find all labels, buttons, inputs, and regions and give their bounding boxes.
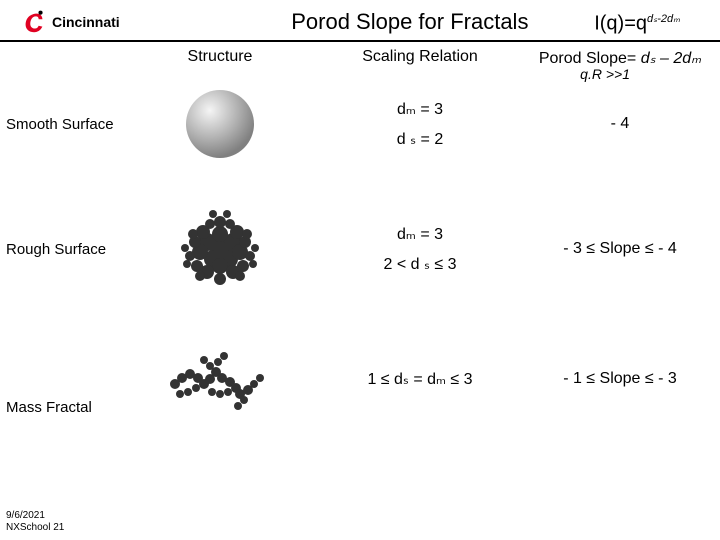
scale-smooth: dₘ = 3 d ₛ = 2 [320, 99, 520, 149]
smooth-dm: dₘ = 3 [320, 99, 520, 119]
rough-cluster-icon [165, 194, 275, 304]
slope-prefix: Porod Slope= [539, 50, 641, 67]
slide-header: Cincinnati Porod Slope for Fractals I(q)… [0, 0, 720, 36]
qr-condition: q.R >>1 [580, 66, 630, 82]
slope-rough: - 3 ≤ Slope ≤ - 4 [520, 240, 720, 258]
slope-fractal: - 1 ≤ Slope ≤ - 3 [520, 370, 720, 388]
structure-rough [120, 194, 320, 304]
col-slope: Porod Slope= dₛ – 2dₘ [520, 48, 720, 68]
university-logo: Cincinnati [20, 8, 120, 36]
scale-rough: dₘ = 3 2 < d ₛ ≤ 3 [320, 224, 520, 274]
sphere-icon [180, 84, 260, 164]
main-equation: I(q)=qdₛ-2dₘ [594, 12, 680, 36]
equation-base: I(q)=q [594, 13, 647, 35]
slide-footer: 9/6/2021 NXSchool 21 [6, 510, 64, 534]
rough-ds: 2 < d ₛ ≤ 3 [320, 254, 520, 274]
smooth-ds: d ₛ = 2 [320, 129, 520, 149]
slope-smooth: - 4 [520, 115, 720, 133]
label-smooth: Smooth Surface [0, 116, 120, 133]
label-rough: Rough Surface [0, 241, 120, 258]
col-scaling: Scaling Relation [320, 48, 520, 68]
footer-date: 9/6/2021 [6, 510, 64, 522]
col-structure: Structure [120, 48, 320, 68]
row-rough-surface: Rough Surface dₘ = 3 2 < d ₛ ≤ 3 - 3 ≤ S… [0, 194, 720, 304]
fractal-chain-icon [160, 334, 280, 424]
equation-exponent: dₛ-2dₘ [647, 13, 680, 25]
cincinnati-logo-icon [20, 8, 48, 36]
row-smooth-surface: Smooth Surface dₘ = 3 d ₛ = 2 - 4 [0, 84, 720, 164]
footer-tag: NXSchool 21 [6, 522, 64, 534]
structure-fractal [120, 334, 320, 424]
slope-expr: dₛ – 2dₘ [641, 50, 701, 67]
label-fractal: Mass Fractal [0, 399, 120, 424]
rough-dm: dₘ = 3 [320, 224, 520, 244]
logo-text: Cincinnati [52, 14, 120, 30]
row-mass-fractal: Mass Fractal 1 ≤ dₛ = dₘ ≤ 3 - 1 ≤ Slope… [0, 334, 720, 424]
structure-sphere [120, 84, 320, 164]
scale-fractal: 1 ≤ dₛ = dₘ ≤ 3 [320, 369, 520, 389]
fractal-relation: 1 ≤ dₛ = dₘ ≤ 3 [320, 369, 520, 389]
